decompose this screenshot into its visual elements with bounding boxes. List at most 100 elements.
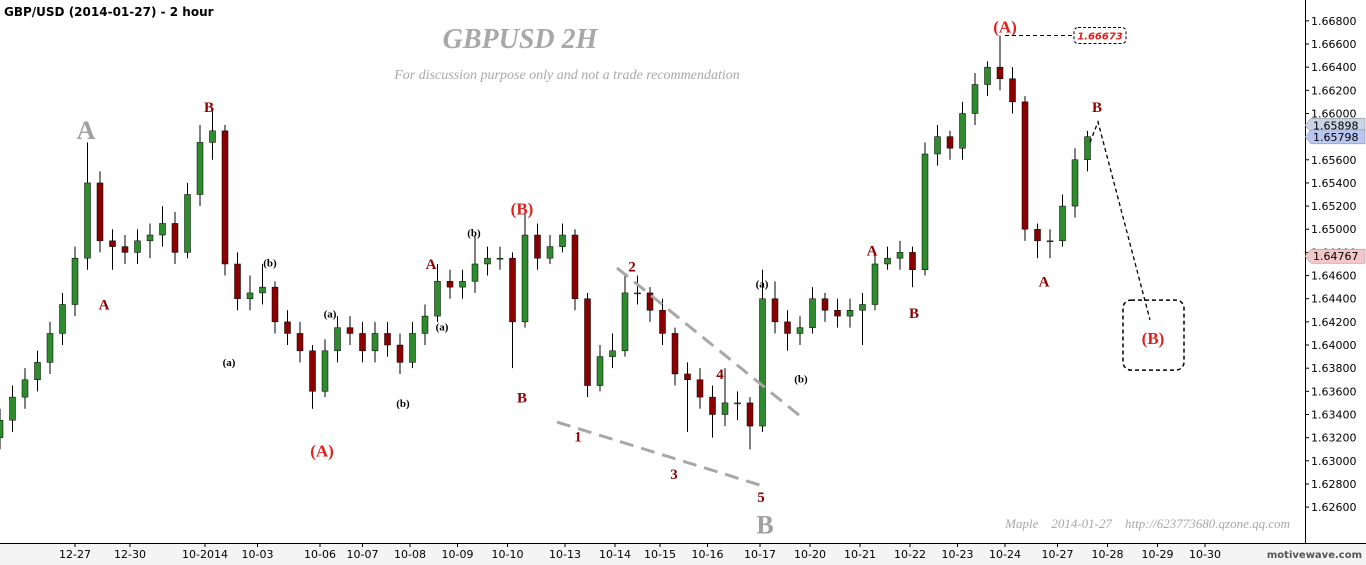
candle-body <box>34 362 41 381</box>
x-tick-label: 10-07 <box>347 548 379 561</box>
x-tick-label: 10-22 <box>894 548 926 561</box>
candle-body <box>646 292 654 311</box>
candle-body <box>584 298 591 386</box>
candle-body <box>221 130 229 265</box>
candle-body <box>509 257 516 323</box>
x-tick-label: 10-09 <box>442 548 474 561</box>
y-tick-label: 1.63400 <box>1311 408 1357 421</box>
wave-label: 1 <box>574 430 582 446</box>
wave-label: B <box>756 511 773 540</box>
x-tick-label: 10-16 <box>692 548 724 561</box>
candle-body <box>1021 101 1029 230</box>
candle-body <box>59 304 66 334</box>
candle-body <box>471 263 479 282</box>
candle-body <box>0 420 4 438</box>
candle-body <box>996 66 1004 79</box>
y-tick-label: 1.66200 <box>1311 84 1357 97</box>
candle-body <box>359 333 366 352</box>
wave-label: (a) <box>324 309 337 321</box>
x-tick-label: 10-13 <box>549 548 581 561</box>
wave-label: (b) <box>263 258 277 270</box>
candle-body <box>1034 228 1041 242</box>
candle-body <box>96 182 104 242</box>
y-tick-label: 1.66000 <box>1311 107 1357 120</box>
x-axis-strip <box>0 543 1366 565</box>
candle-body <box>271 286 279 323</box>
candle-body <box>346 327 354 334</box>
wave-label: A <box>77 116 96 145</box>
candle-body <box>834 310 841 317</box>
candle-body <box>559 234 566 247</box>
candle-body <box>159 223 166 236</box>
price-marker <box>1304 129 1366 145</box>
x-tick-label: 10-30 <box>1189 548 1221 561</box>
y-tick-label: 1.63800 <box>1311 362 1357 375</box>
candle-body <box>884 257 891 265</box>
candle-body <box>746 402 754 427</box>
y-tick-label: 1.62800 <box>1311 478 1357 491</box>
candle-body <box>796 327 804 334</box>
candle-body <box>521 234 529 323</box>
candle-body <box>396 344 404 363</box>
candle-body <box>634 292 641 295</box>
price-marker-label: 1.64767 <box>1313 250 1359 263</box>
candle-body <box>1059 205 1066 242</box>
y-tick-label: 1.64000 <box>1311 339 1357 352</box>
candle-body <box>784 321 791 334</box>
candle-body <box>246 292 254 299</box>
wave-label: A <box>426 257 437 273</box>
candle-body <box>946 136 954 149</box>
candle-body <box>609 350 616 357</box>
candle-body <box>421 315 429 334</box>
candle-body <box>484 257 491 265</box>
candle-body <box>171 223 179 253</box>
wave-label: (b) <box>794 373 808 385</box>
wave-label: 3 <box>670 467 678 483</box>
wave-label: B <box>204 100 214 116</box>
candle-body <box>1046 240 1054 243</box>
candle-body <box>209 130 216 143</box>
y-tick-label: 1.66600 <box>1311 38 1357 51</box>
candle-body <box>371 333 379 352</box>
candle-body <box>971 84 979 114</box>
candle-body <box>134 240 141 253</box>
x-tick-label: 10-03 <box>242 548 274 561</box>
x-tick-label: 10-27 <box>1042 548 1074 561</box>
candle-body <box>846 310 854 317</box>
wave-label: A <box>1039 275 1050 291</box>
wave-label: 5 <box>757 490 765 506</box>
price-marker <box>1304 248 1366 264</box>
candle-body <box>896 252 904 259</box>
candle-body <box>21 379 29 398</box>
candle-body <box>984 66 991 85</box>
x-tick-label: 10-24 <box>989 548 1021 561</box>
candle-body <box>871 263 879 305</box>
wave-label: (a) <box>223 357 236 369</box>
y-tick-label: 1.63200 <box>1311 432 1357 445</box>
x-tick-label: 10-06 <box>304 548 336 561</box>
candle-body <box>1009 78 1016 103</box>
x-tick-label: 10-20 <box>794 548 826 561</box>
wave-label: (a) <box>436 321 449 333</box>
high-label-box <box>1073 27 1127 45</box>
candle-body <box>9 396 16 421</box>
wave-label: A <box>867 243 878 259</box>
wave-label: B <box>1092 100 1102 116</box>
candle-body <box>671 333 679 375</box>
y-tick-label: 1.65200 <box>1311 200 1357 213</box>
x-tick-label: 10-14 <box>599 548 631 561</box>
candle-body <box>146 234 154 242</box>
candle-body <box>496 257 504 260</box>
candle-body <box>296 333 304 352</box>
wave-label: (A) <box>993 18 1017 37</box>
wave-label: (a) <box>756 279 769 291</box>
x-tick-label: 10-21 <box>844 548 876 561</box>
candle-body <box>859 304 866 311</box>
wave-label: B <box>909 306 919 322</box>
wave-label: 2 <box>628 260 636 276</box>
target-box <box>1122 299 1185 371</box>
y-tick-label: 1.65600 <box>1311 154 1357 167</box>
candle-body <box>409 333 416 363</box>
chart-subtitle: For discussion purpose only and not a tr… <box>393 68 740 83</box>
x-tick-label: 10-28 <box>1092 548 1124 561</box>
